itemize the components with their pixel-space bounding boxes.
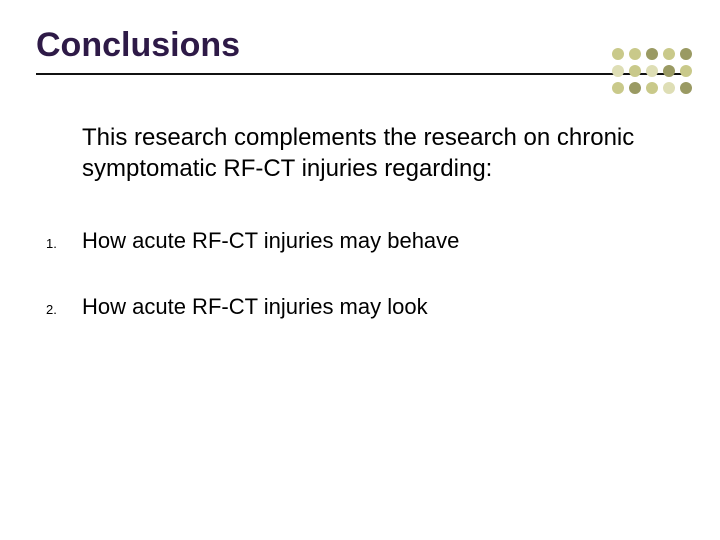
decor-dot: [680, 82, 692, 94]
title-underline: [36, 73, 684, 75]
decor-dot: [629, 65, 641, 77]
decor-dot: [663, 65, 675, 77]
slide: Conclusions This research complements th…: [0, 0, 720, 540]
decor-dot: [680, 48, 692, 60]
numbered-list: 1. How acute RF-CT injuries may behave 2…: [46, 228, 684, 320]
lead-paragraph: This research complements the research o…: [82, 123, 644, 184]
list-item-text: How acute RF-CT injuries may behave: [82, 228, 459, 254]
decor-dot: [612, 82, 624, 94]
list-item-number: 1.: [46, 236, 82, 251]
decor-dot: [646, 65, 658, 77]
decor-dot: [612, 48, 624, 60]
list-item-text: How acute RF-CT injuries may look: [82, 294, 428, 320]
decor-dot: [646, 82, 658, 94]
decor-dot: [629, 82, 641, 94]
list-item: 1. How acute RF-CT injuries may behave: [46, 228, 684, 254]
list-item-number: 2.: [46, 302, 82, 317]
decor-dot: [663, 48, 675, 60]
decor-dot: [680, 65, 692, 77]
slide-title: Conclusions: [36, 26, 684, 65]
corner-dot-grid: [612, 48, 694, 96]
decor-dot: [629, 48, 641, 60]
list-item: 2. How acute RF-CT injuries may look: [46, 294, 684, 320]
decor-dot: [612, 65, 624, 77]
decor-dot: [646, 48, 658, 60]
decor-dot: [663, 82, 675, 94]
